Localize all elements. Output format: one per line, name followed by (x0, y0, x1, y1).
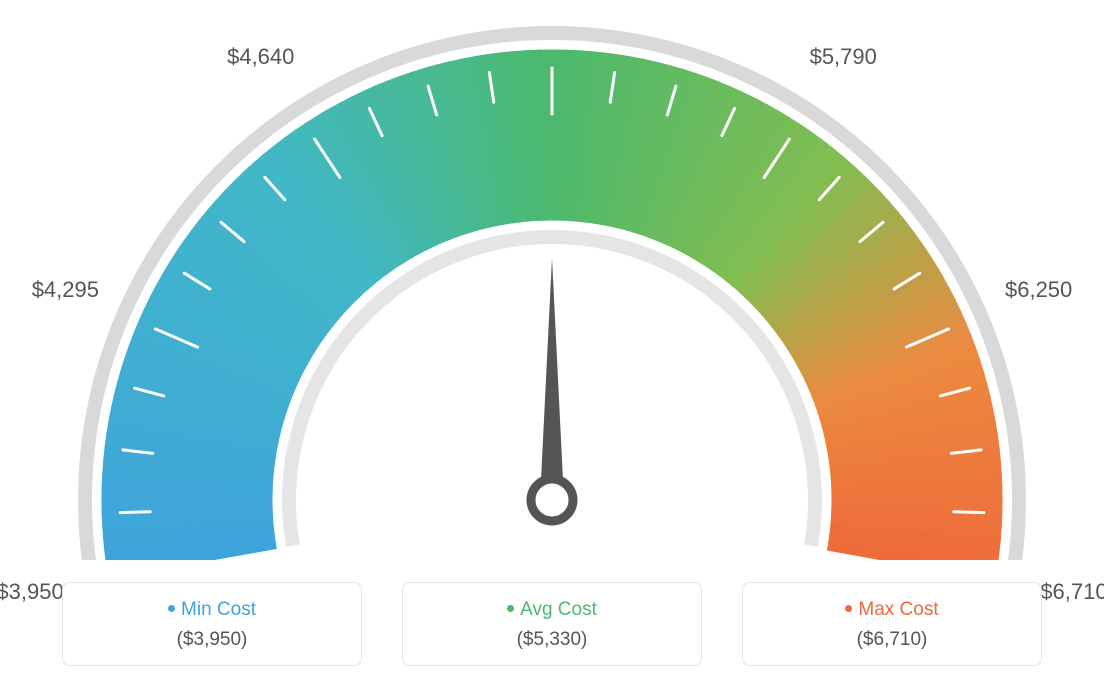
legend-title-text: Avg Cost (520, 599, 597, 620)
dot-icon (845, 605, 852, 612)
legend-row: Min Cost ($3,950) Avg Cost ($5,330) Max … (0, 582, 1104, 666)
gauge-tick-label: $5,790 (810, 44, 877, 70)
legend-title-text: Min Cost (181, 599, 256, 620)
gauge-tick-label: $4,640 (227, 44, 294, 70)
legend-title-avg: Avg Cost (423, 599, 681, 621)
dot-icon (168, 605, 175, 612)
legend-card-max: Max Cost ($6,710) (742, 582, 1042, 666)
legend-value-avg: ($5,330) (423, 629, 681, 651)
legend-value-max: ($6,710) (763, 629, 1021, 651)
dot-icon (507, 605, 514, 612)
gauge-container: $3,950$4,295$4,640$5,330$5,790$6,250$6,7… (0, 0, 1104, 560)
legend-title-max: Max Cost (763, 599, 1021, 621)
legend-card-min: Min Cost ($3,950) (62, 582, 362, 666)
gauge-chart (0, 0, 1104, 560)
gauge-tick-label: $4,295 (32, 277, 99, 303)
legend-card-avg: Avg Cost ($5,330) (402, 582, 702, 666)
legend-title-text: Max Cost (858, 599, 938, 620)
gauge-tick-label: $6,250 (1005, 277, 1072, 303)
legend-title-min: Min Cost (83, 599, 341, 621)
legend-value-min: ($3,950) (83, 629, 341, 651)
